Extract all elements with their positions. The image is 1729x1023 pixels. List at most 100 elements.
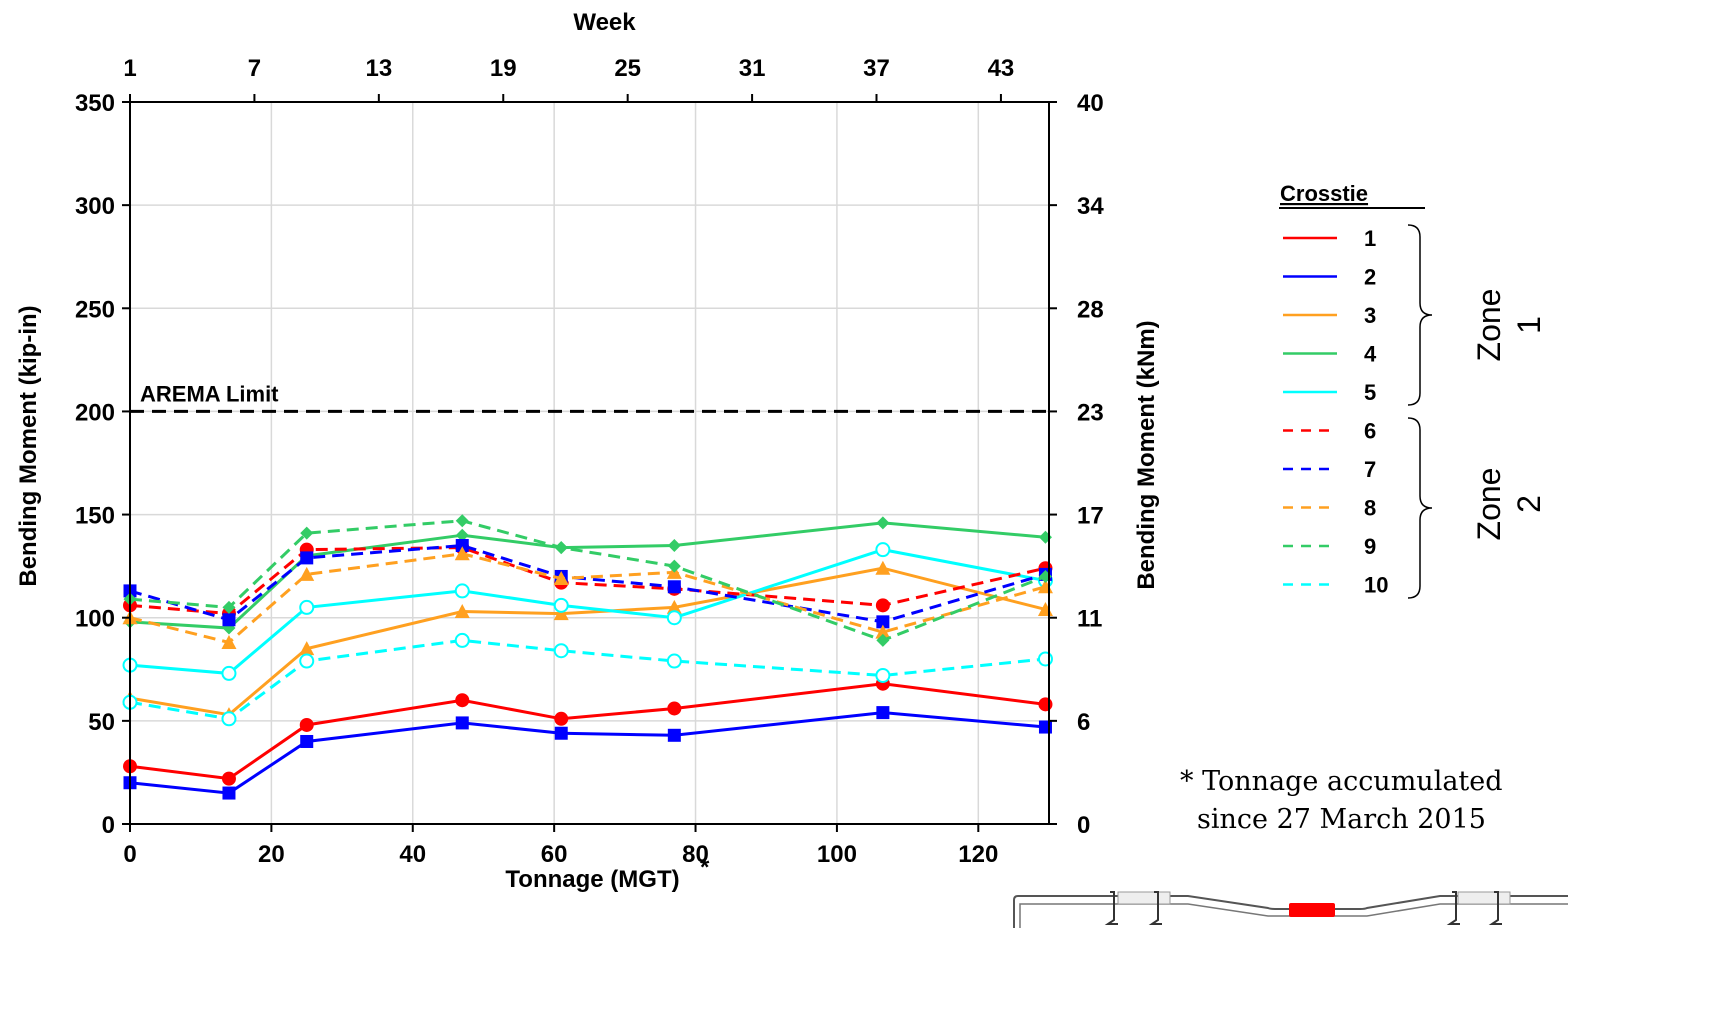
series-8-point	[221, 634, 237, 649]
series-5-point	[666, 610, 682, 626]
legend-label-7: 7	[1364, 457, 1376, 482]
reference-line-group: AREMA Limit	[130, 381, 1049, 413]
series-2-point	[455, 716, 469, 730]
y-tick-label: 50	[88, 709, 115, 736]
x-tick-label: 80	[682, 841, 709, 868]
x-tick-label: 100	[817, 841, 857, 868]
series-7-point	[667, 580, 681, 594]
y-tick-label: 200	[75, 399, 115, 426]
y2-axis-title: Bending Moment (kNm)	[1133, 320, 1160, 589]
week-tick-label: 19	[490, 55, 517, 82]
tonnage-footnote-line2: since 27 March 2015	[1197, 804, 1486, 835]
series-7-point	[455, 539, 469, 553]
series-1-point	[299, 717, 314, 732]
x-tick-label: 20	[258, 841, 285, 868]
legend-label-5: 5	[1364, 380, 1376, 405]
series-10-point	[875, 667, 891, 683]
y2-tick-label: 28	[1077, 296, 1104, 323]
series-5-point	[553, 597, 569, 613]
y-tick-label: 350	[75, 90, 115, 117]
week-tick-label: 1	[123, 55, 136, 82]
x-tick-label: 40	[399, 841, 426, 868]
series-4-point	[455, 528, 469, 542]
x-tick-label: 0	[123, 841, 136, 868]
crosstie-center-gauge	[1289, 903, 1335, 917]
zone-2-brace	[1407, 417, 1433, 599]
arema-limit-label: AREMA Limit	[140, 381, 279, 406]
y2-tick-label: 34	[1077, 193, 1104, 220]
series-10-point	[1037, 651, 1053, 667]
series-5-line	[129, 548, 1046, 675]
series-1-point	[221, 771, 236, 786]
zone-1-label-group: Zone 1	[1471, 289, 1547, 362]
zone-2-label-group: Zone 2	[1471, 468, 1547, 541]
series-10-point	[221, 711, 237, 727]
series-3-point	[553, 606, 569, 621]
series-5-point	[299, 599, 315, 615]
y-tick-label: 300	[75, 193, 115, 220]
y-tick-label: 100	[75, 606, 115, 633]
series-10-point	[553, 643, 569, 659]
series-10-point	[299, 653, 315, 669]
series-1-point	[667, 701, 682, 716]
series-9-line	[129, 519, 1047, 643]
series-4-point	[876, 516, 890, 530]
series-6-line	[129, 546, 1046, 616]
y2-tick-label: 6	[1077, 709, 1090, 736]
series-1-point	[1038, 697, 1053, 712]
series-7-point	[876, 615, 890, 629]
crosstie-outline	[1013, 895, 1568, 928]
rail-seat-right	[1457, 891, 1511, 905]
series-9-point	[667, 559, 681, 573]
rail-right-1	[1446, 891, 1502, 925]
series-8-point	[553, 571, 569, 586]
y2-tick-label: 40	[1077, 90, 1104, 117]
x-tick-label: 120	[958, 841, 998, 868]
zone-1-number: 1	[1511, 316, 1547, 334]
series-6-point	[875, 598, 890, 613]
legend-label-1: 1	[1364, 226, 1376, 251]
legend-label-6: 6	[1364, 419, 1376, 444]
series-8-point	[875, 624, 891, 639]
legend-label-10: 10	[1364, 573, 1388, 598]
axes: 0 20 40 60 80 100 1200501001502002503003500611…	[75, 55, 1104, 868]
series-2-point	[667, 728, 681, 742]
series-lines	[122, 514, 1053, 800]
series-7	[123, 539, 1052, 629]
series-5-point	[454, 583, 470, 599]
crosstie-outline-inner	[1019, 903, 1568, 928]
legend-label-4: 4	[1364, 342, 1377, 367]
zone-1-brace	[1407, 224, 1433, 406]
series-9-point	[455, 514, 469, 528]
series-7-line	[129, 543, 1046, 624]
series-10-point	[454, 632, 470, 648]
series-8-line	[129, 552, 1046, 645]
series-3-line	[129, 566, 1046, 717]
zone-2-label: Zone	[1471, 468, 1507, 541]
bending-moment-chart: AREMA Limit 0 20 40 60 80 100 1200501001502002…	[15, 9, 1568, 928]
y-tick-label: 150	[75, 503, 115, 530]
series-2-point	[554, 726, 568, 740]
series-4-point	[1038, 530, 1052, 544]
series-10-line	[129, 638, 1046, 721]
series-9-point	[554, 541, 568, 555]
series-1-point	[455, 693, 470, 708]
y2-tick-label: 11	[1077, 606, 1102, 633]
crosstie-diagram	[1013, 891, 1568, 928]
series-10-point	[666, 653, 682, 669]
legend: Crosstie 1 2 3 4 5 6 7 8 9 10 Zone 1 Zone 2	[1279, 181, 1547, 599]
series-3-point	[666, 599, 682, 614]
series-3-point	[454, 604, 470, 619]
y2-tick-label: 17	[1077, 503, 1104, 530]
series-2-point	[300, 734, 314, 748]
series-2	[123, 706, 1052, 800]
y-tick-label: 250	[75, 296, 115, 323]
y-axis-title: Bending Moment (kip-in)	[15, 305, 42, 586]
legend-title: Crosstie	[1280, 181, 1368, 206]
series-9-point	[876, 633, 890, 647]
series-5-point	[221, 665, 237, 681]
series-2-point	[876, 706, 890, 720]
series-7-point	[300, 551, 314, 565]
x-axis-title-asterisk: *	[700, 854, 710, 881]
legend-label-9: 9	[1364, 534, 1376, 559]
